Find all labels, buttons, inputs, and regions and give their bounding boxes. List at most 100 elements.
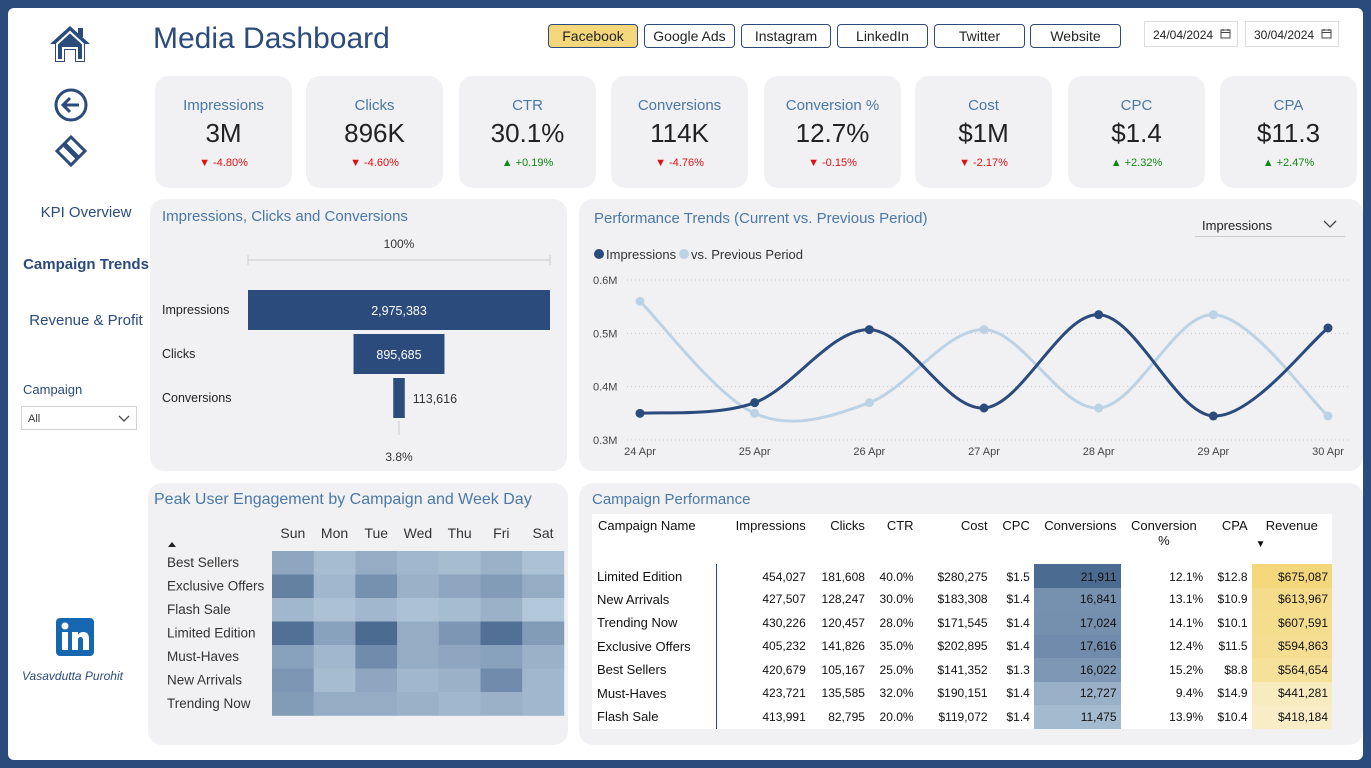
author-name: Vasavdutta Purohit: [22, 669, 123, 683]
trend-point-current[interactable]: [1323, 323, 1333, 333]
campaign-slicer-value: All: [28, 413, 41, 425]
platform-facebook-button[interactable]: Facebook: [548, 24, 638, 48]
sort-descending-icon[interactable]: ▼: [1255, 539, 1266, 550]
heatmap-row-label: Exclusive Offers: [167, 579, 265, 594]
trend-y-tick: 0.5M: [593, 328, 617, 340]
platform-google-ads-button[interactable]: Google Ads: [644, 24, 735, 48]
kpi-change-value: -4.80%: [213, 157, 248, 169]
platform-linkedin-button[interactable]: LinkedIn: [837, 24, 928, 48]
metric-dropdown[interactable]: Impressions: [1195, 211, 1345, 237]
heatmap-cell: [355, 598, 398, 622]
platform-website-button[interactable]: Website: [1030, 24, 1121, 48]
kpi-value: 114K: [650, 118, 709, 148]
heatmap-cell: [480, 621, 523, 646]
platform-instagram-button[interactable]: Instagram: [741, 24, 831, 48]
trend-point-previous[interactable]: [979, 325, 989, 335]
kpi-change: ▲ +0.19%: [459, 157, 596, 169]
heatmap-cell: [397, 668, 440, 693]
trend-point-current[interactable]: [864, 325, 874, 335]
table-row[interactable]: Best Sellers 420,679 105,167 25.0% $141,352 $…: [592, 658, 1332, 682]
table-cell: $10.1: [1217, 615, 1248, 630]
nav-kpi-overview[interactable]: KPI Overview: [40, 204, 132, 221]
table-header-conversions[interactable]: Conversions: [1034, 514, 1121, 564]
trend-x-tick: 24 Apr: [624, 446, 656, 458]
heatmap-cell: [355, 551, 398, 575]
page-title: Media Dashboard: [153, 22, 390, 55]
table-cell: 21,911: [1033, 564, 1121, 588]
heatmap-cell: [313, 574, 356, 599]
table-row[interactable]: New Arrivals 427,507 128,247 30.0% $183,308 $…: [592, 587, 1332, 611]
trend-point-previous[interactable]: [864, 398, 874, 408]
trend-point-previous[interactable]: [1323, 411, 1333, 421]
trend-point-previous[interactable]: [1208, 310, 1218, 320]
table-cell: $675,087: [1251, 564, 1332, 588]
trend-point-current[interactable]: [635, 408, 645, 418]
table-cell: $10.4: [1217, 709, 1248, 724]
table-row[interactable]: Flash Sale 413,991 82,795 20.0% $119,072 $1.4…: [592, 705, 1332, 729]
trend-y-tick: 0.4M: [593, 382, 617, 394]
trend-point-current[interactable]: [750, 398, 760, 408]
campaign-slicer[interactable]: All: [21, 406, 137, 430]
trend-point-previous[interactable]: [750, 408, 760, 418]
table-header-clicks[interactable]: Clicks: [810, 514, 869, 564]
back-arrow-icon[interactable]: [54, 88, 88, 122]
trend-point-current[interactable]: [1094, 310, 1104, 320]
table-row[interactable]: Limited Edition 454,027 181,608 40.0% $280,2…: [592, 564, 1332, 588]
table-row[interactable]: Must-Haves 423,721 135,585 32.0% $190,151 $1.…: [592, 681, 1332, 705]
end-date-picker[interactable]: 30/04/2024: [1245, 21, 1339, 47]
end-date-value: 30/04/2024: [1254, 28, 1315, 42]
trend-x-tick: 26 Apr: [853, 446, 885, 458]
table-cell: 16,841: [1033, 587, 1121, 611]
heatmap-cell: [438, 668, 481, 693]
home-icon[interactable]: [48, 24, 92, 64]
table-cell: Trending Now: [592, 611, 718, 635]
table-header-campaign-name[interactable]: Campaign Name: [592, 514, 717, 564]
kpi-label: Cost: [968, 97, 999, 114]
heatmap-row-label: Must-Haves: [167, 649, 239, 664]
triangle-down-icon: ▼: [350, 157, 362, 169]
start-date-picker[interactable]: 24/04/2024: [1144, 21, 1238, 47]
table-header-conversion[interactable]: Conversion %: [1121, 514, 1208, 564]
funnel-title: Impressions, Clicks and Conversions: [162, 208, 408, 225]
linkedin-icon[interactable]: [56, 618, 94, 656]
table-cell: $1.4: [1006, 639, 1030, 654]
table-header-ctr[interactable]: CTR: [869, 514, 918, 564]
table-header-label: CTR: [886, 518, 914, 533]
table-cell: 120,457: [821, 615, 865, 630]
table-cell: $280,275: [937, 569, 988, 584]
table-header-label: Impressions: [735, 518, 806, 533]
eraser-icon[interactable]: [54, 134, 88, 168]
trend-point-current[interactable]: [1208, 411, 1218, 421]
heatmap-cell: [397, 598, 440, 622]
heatmap-cell: [522, 668, 565, 693]
heatmap-title: Peak User Engagement by Campaign and Wee…: [154, 491, 532, 508]
heatmap-col-header: Sat: [533, 525, 554, 541]
kpi-change: ▼ -4.60%: [306, 157, 443, 169]
trend-point-previous[interactable]: [635, 296, 645, 306]
table-cell: 20.0%: [879, 709, 914, 724]
table-header-label: CPA: [1221, 518, 1248, 533]
nav-campaign-trends[interactable]: Campaign Trends: [23, 256, 149, 273]
kpi-change: ▲ +2.32%: [1068, 157, 1205, 169]
table-header-revenue[interactable]: Revenue ▼: [1252, 514, 1332, 564]
table-header-cpc[interactable]: CPC: [992, 514, 1034, 564]
table-header-cost[interactable]: Cost: [918, 514, 992, 564]
table-cell: 14.1%: [1169, 615, 1204, 630]
heatmap-row-label: Trending Now: [167, 696, 251, 711]
trend-point-current[interactable]: [979, 403, 989, 413]
kpi-card-cpa: CPA $11.3 ▲ +2.47%: [1220, 76, 1357, 188]
heatmap-cell: [313, 598, 356, 622]
heatmap-cell: [397, 574, 440, 599]
sort-ascending-icon[interactable]: [168, 542, 176, 547]
table-header-cpa[interactable]: CPA: [1207, 514, 1251, 564]
platform-twitter-button[interactable]: Twitter: [934, 24, 1025, 48]
table-row[interactable]: Exclusive Offers 405,232 141,826 35.0% $202,…: [592, 634, 1332, 658]
funnel-chart: 100% Impressions 2,975,383 Clicks 895,685 Con…: [162, 237, 551, 464]
table-cell: 32.0%: [879, 686, 914, 701]
funnel-bottom-pct: 3.8%: [385, 450, 413, 464]
table-header-impressions[interactable]: Impressions: [717, 514, 810, 564]
table-row[interactable]: Trending Now 430,226 120,457 28.0% $171,545 $…: [592, 611, 1332, 635]
trend-y-tick: 0.3M: [593, 435, 617, 447]
trend-point-previous[interactable]: [1094, 403, 1104, 413]
nav-revenue-profit[interactable]: Revenue & Profit: [29, 312, 143, 329]
